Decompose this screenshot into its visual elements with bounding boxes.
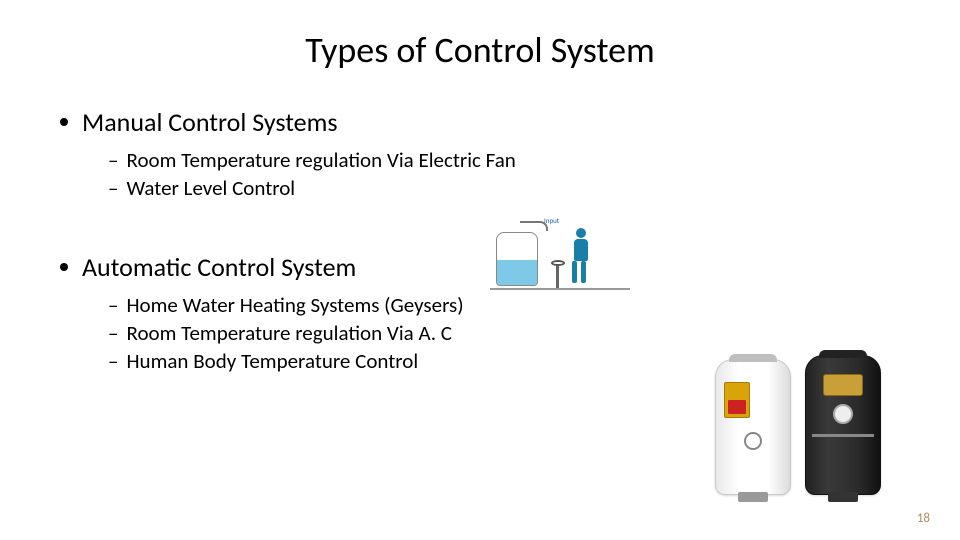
list-item: – Room Temperature regulation Via A. C xyxy=(108,319,900,347)
dash-icon: – xyxy=(108,174,118,202)
slide: Types of Control System Manual Control S… xyxy=(0,0,960,540)
dash-icon: – xyxy=(108,291,118,319)
bullet-icon xyxy=(60,263,68,271)
slide-title: Types of Control System xyxy=(60,28,900,72)
valve-icon xyxy=(550,264,566,290)
list-item-text: Human Body Temperature Control xyxy=(126,347,418,375)
pipe-icon xyxy=(520,221,548,231)
dash-icon: – xyxy=(108,146,118,174)
ground-line-icon xyxy=(490,288,630,290)
list-item: – Room Temperature regulation Via Electr… xyxy=(108,146,900,174)
section-heading-manual: Manual Control Systems xyxy=(60,106,900,138)
list-item: – Water Level Control xyxy=(108,174,900,202)
list-item-text: Water Level Control xyxy=(126,174,295,202)
section-heading-text: Automatic Control System xyxy=(82,251,356,283)
section-heading-automatic: Automatic Control System xyxy=(60,251,900,283)
water-tank-illustration: Input xyxy=(490,218,630,298)
water-level-icon xyxy=(497,260,537,285)
bullet-icon xyxy=(60,118,68,126)
sublist-manual: – Room Temperature regulation Via Electr… xyxy=(108,146,900,203)
dash-icon: – xyxy=(108,347,118,375)
list-item-text: Room Temperature regulation Via A. C xyxy=(126,319,452,347)
tank-icon xyxy=(496,232,538,286)
person-icon xyxy=(570,228,590,283)
section-heading-text: Manual Control Systems xyxy=(82,106,338,138)
geyser-black-icon xyxy=(805,355,881,495)
geysers-illustration xyxy=(715,345,890,495)
dash-icon: – xyxy=(108,319,118,347)
page-number: 18 xyxy=(917,511,930,526)
geyser-white-icon xyxy=(715,359,791,495)
list-item-text: Home Water Heating Systems (Geysers) xyxy=(126,291,463,319)
list-item-text: Room Temperature regulation Via Electric… xyxy=(126,146,515,174)
